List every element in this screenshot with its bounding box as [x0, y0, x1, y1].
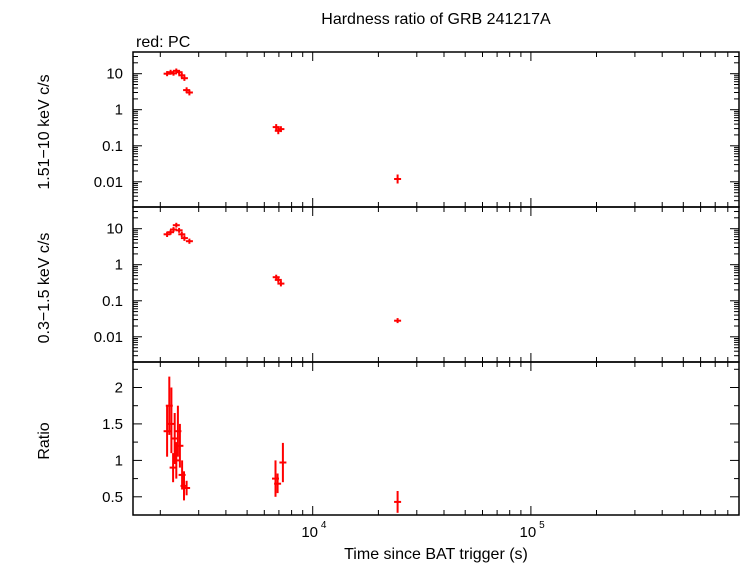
y-tick-label: 0.5 — [102, 489, 123, 506]
legend-label: red: PC — [136, 34, 190, 51]
y-axis-label-hard: 1.51−10 keV c/s — [36, 74, 53, 189]
y-tick-label: 0.1 — [102, 293, 123, 310]
x-axis-label: Time since BAT trigger (s) — [344, 546, 528, 563]
x-tick-label: 10 — [301, 524, 318, 541]
y-tick-label: 0.01 — [94, 329, 123, 346]
y-tick-label: 1.5 — [102, 416, 123, 433]
panel-frame-soft — [132, 206, 740, 363]
y-tick-label: 1 — [115, 452, 123, 469]
y-tick-label: 0.1 — [102, 138, 123, 155]
x-tick-label-exponent: 5 — [539, 520, 545, 531]
y-axis-label-ratio: Ratio — [36, 422, 53, 459]
x-tick-label-exponent: 4 — [321, 520, 327, 531]
y-tick-label: 10 — [106, 221, 123, 238]
y-tick-label: 1 — [115, 257, 123, 274]
panel-frame-hard — [132, 51, 740, 208]
y-tick-label: 0.01 — [94, 174, 123, 191]
chart-title: Hardness ratio of GRB 241217A — [321, 11, 551, 28]
x-tick-label: 10 — [520, 524, 537, 541]
panel-frame-ratio — [132, 361, 740, 516]
y-tick-label: 10 — [106, 66, 123, 83]
y-axis-label-soft: 0.3−1.5 keV c/s — [36, 233, 53, 344]
y-tick-label: 2 — [115, 380, 123, 397]
y-tick-label: 1 — [115, 102, 123, 119]
